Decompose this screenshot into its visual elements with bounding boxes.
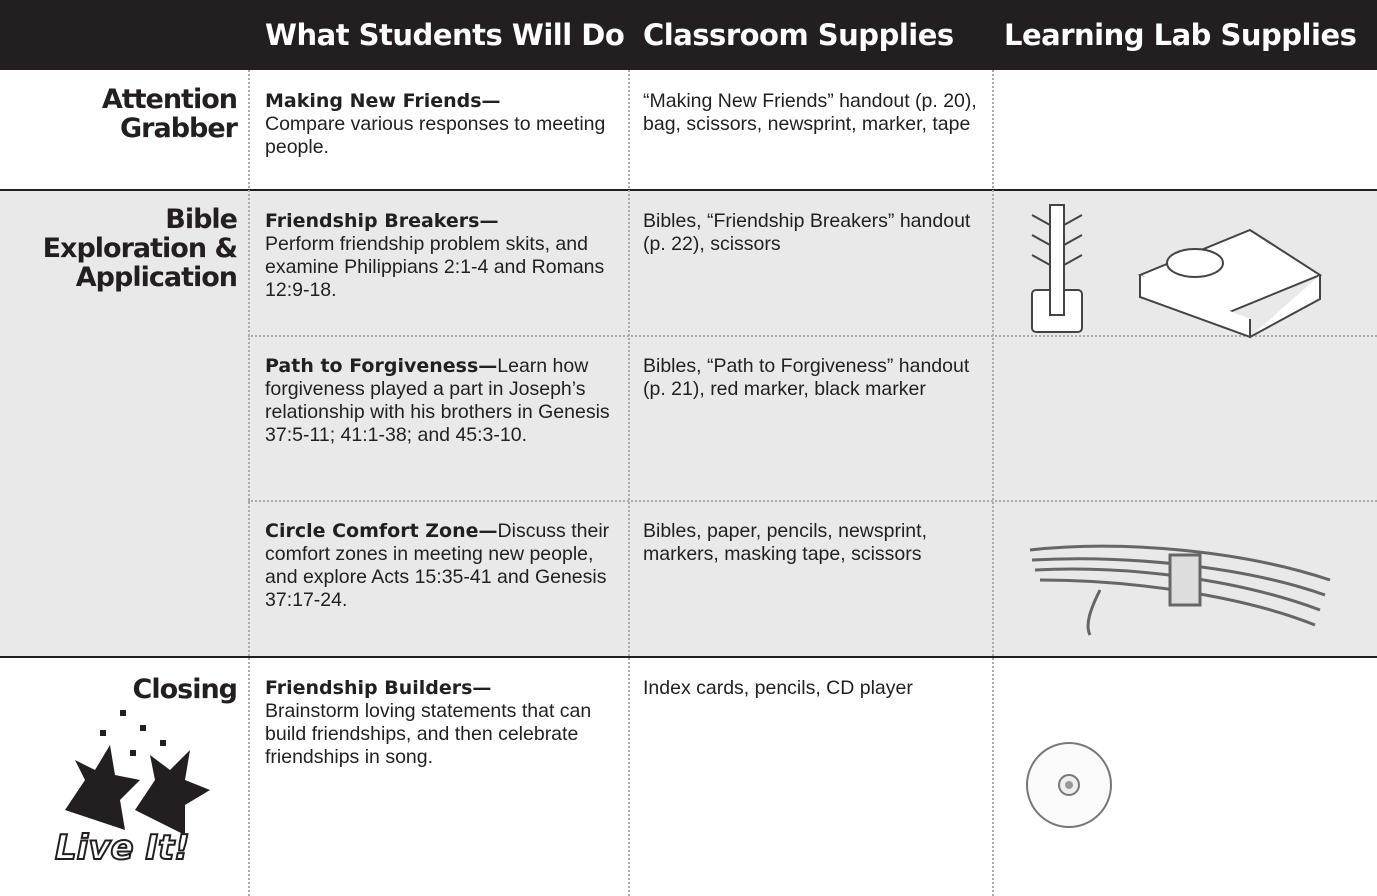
column-divider xyxy=(628,70,630,896)
cd-illustration xyxy=(1026,742,1112,828)
header-bar xyxy=(0,0,1377,70)
section-label-line: Bible xyxy=(165,204,238,235)
column-header: Learning Lab Supplies xyxy=(1004,18,1357,52)
section-label-line: Application xyxy=(75,262,238,293)
activity: Friendship Builders— Brainstorm loving st… xyxy=(265,677,620,769)
section-label: Attention Grabber xyxy=(101,84,238,144)
activity-title: Making New Friends— xyxy=(265,90,501,112)
section-label-line: Attention xyxy=(101,84,238,115)
rope-illustration xyxy=(1029,544,1331,636)
section-label-line: Grabber xyxy=(120,113,238,144)
section-label: Bible Exploration & Application xyxy=(42,204,238,293)
column-header: What Students Will Do xyxy=(265,18,625,52)
section-divider xyxy=(0,189,1377,191)
classroom-supplies: “Making New Friends” handout (p. 20), ba… xyxy=(643,90,977,135)
section-background xyxy=(0,190,1377,657)
activity: Making New Friends— Compare various respo… xyxy=(265,90,620,159)
lab-supplies-illustration xyxy=(1031,204,1323,339)
activity-description: Learn how forgiveness played a part in J… xyxy=(265,355,610,446)
section-label-line: Closing xyxy=(132,674,238,705)
classroom-supplies: Bibles, “Path to Forgiveness” handout (p… xyxy=(643,355,970,400)
classroom-supplies: Bibles, paper, pencils, newsprint, marke… xyxy=(643,520,927,565)
activity-description: Discuss their comfort zones in meeting n… xyxy=(265,520,610,611)
classroom-supplies: Index cards, pencils, CD player xyxy=(643,677,913,699)
activity-title: Friendship Breakers— xyxy=(265,210,499,232)
section-divider xyxy=(0,656,1377,658)
activity-title: Circle Comfort Zone— xyxy=(265,520,498,542)
column-divider xyxy=(248,70,250,896)
activity: Circle Comfort Zone—Discuss their comfor… xyxy=(265,520,620,612)
row-divider xyxy=(248,500,1377,502)
activity-description: Brainstorm loving statements that can bu… xyxy=(265,700,592,768)
column-header: Classroom Supplies xyxy=(643,18,954,52)
activity: Friendship Breakers— Perform friendship p… xyxy=(265,210,620,302)
activity-description: Compare various responses to meeting peo… xyxy=(265,113,606,158)
activity: Path to Forgiveness—Learn how forgivenes… xyxy=(265,355,620,447)
closing-logo-art xyxy=(65,710,210,835)
row-divider xyxy=(248,335,1377,337)
closing-logo-text: Live It! xyxy=(54,827,191,869)
activity-title: Friendship Builders— xyxy=(265,677,492,699)
activity-title: Path to Forgiveness— xyxy=(265,355,498,377)
classroom-supplies: Bibles, “Friendship Breakers” handout (p… xyxy=(643,210,971,255)
activity-description: Perform friendship problem skits, and ex… xyxy=(265,233,605,301)
section-label: Closing xyxy=(133,675,238,704)
section-label-line: Exploration & xyxy=(42,233,238,264)
column-divider xyxy=(992,70,994,896)
